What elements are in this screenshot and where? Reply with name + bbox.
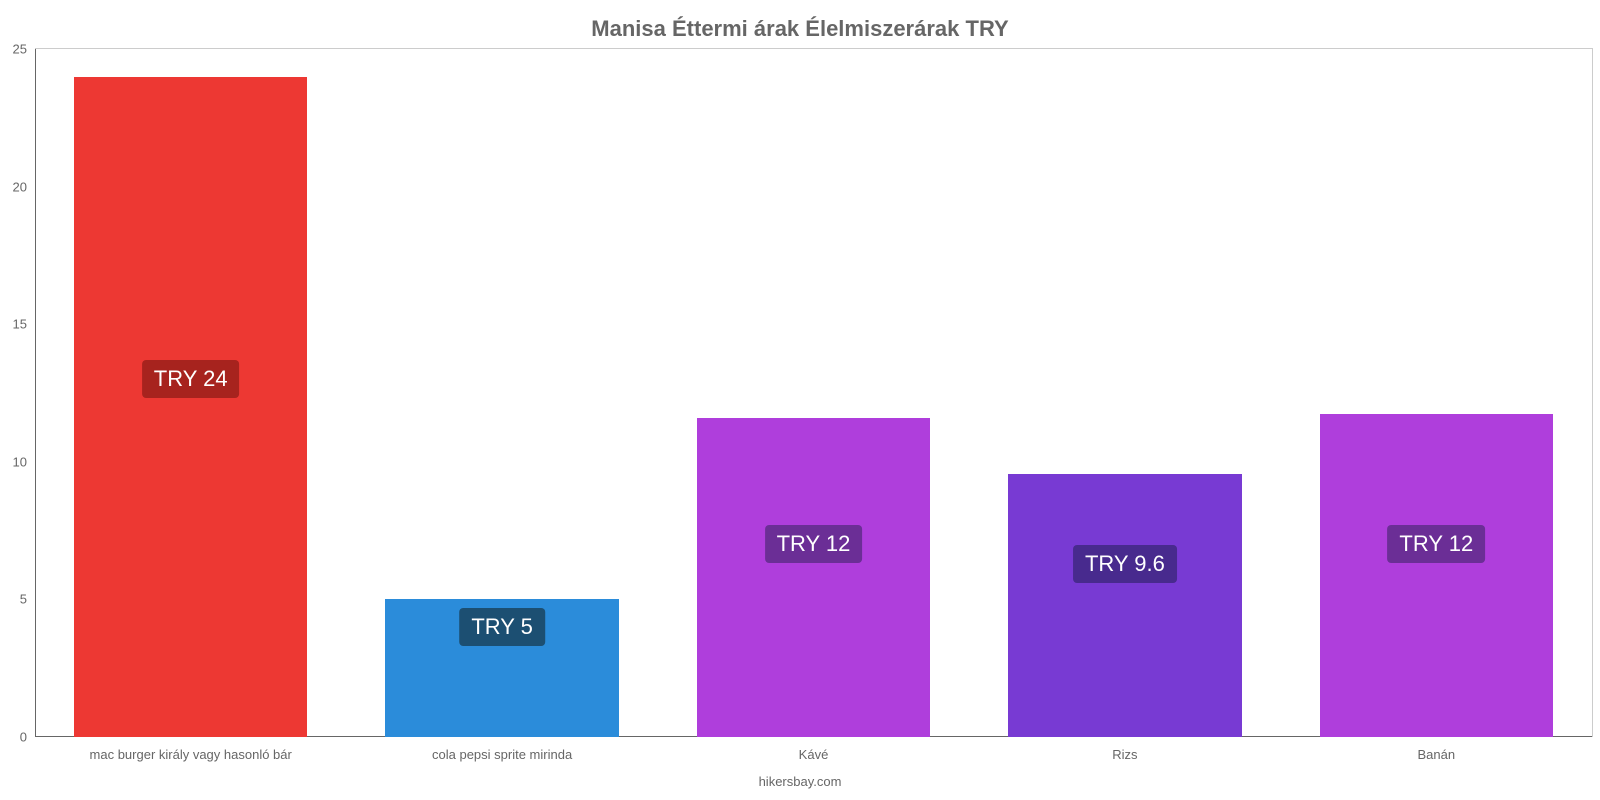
bar	[74, 77, 308, 737]
value-badge: TRY 24	[142, 360, 240, 398]
source-label: hikersbay.com	[0, 774, 1600, 789]
bar	[1320, 414, 1554, 737]
x-tick-label: mac burger király vagy hasonló bár	[90, 737, 292, 762]
chart-container: Manisa Éttermi árak Élelmiszerárak TRY 0…	[0, 0, 1600, 800]
chart-title: Manisa Éttermi árak Élelmiszerárak TRY	[0, 16, 1600, 42]
x-tick-label: Banán	[1418, 737, 1456, 762]
y-tick-label: 15	[13, 317, 35, 332]
bar	[697, 418, 931, 737]
x-tick-label: Rizs	[1112, 737, 1137, 762]
x-tick-label: cola pepsi sprite mirinda	[432, 737, 572, 762]
y-tick-label: 20	[13, 179, 35, 194]
y-tick-label: 0	[20, 730, 35, 745]
y-tick-label: 10	[13, 454, 35, 469]
bar	[1008, 474, 1242, 737]
x-tick-label: Kávé	[799, 737, 829, 762]
value-badge: TRY 12	[765, 525, 863, 563]
value-badge: TRY 9.6	[1073, 545, 1177, 583]
plot-area: 0510152025TRY 24mac burger király vagy h…	[35, 48, 1593, 737]
y-tick-label: 5	[20, 592, 35, 607]
value-badge: TRY 5	[459, 608, 545, 646]
y-axis-line	[35, 49, 36, 737]
value-badge: TRY 12	[1387, 525, 1485, 563]
y-tick-label: 25	[13, 42, 35, 57]
